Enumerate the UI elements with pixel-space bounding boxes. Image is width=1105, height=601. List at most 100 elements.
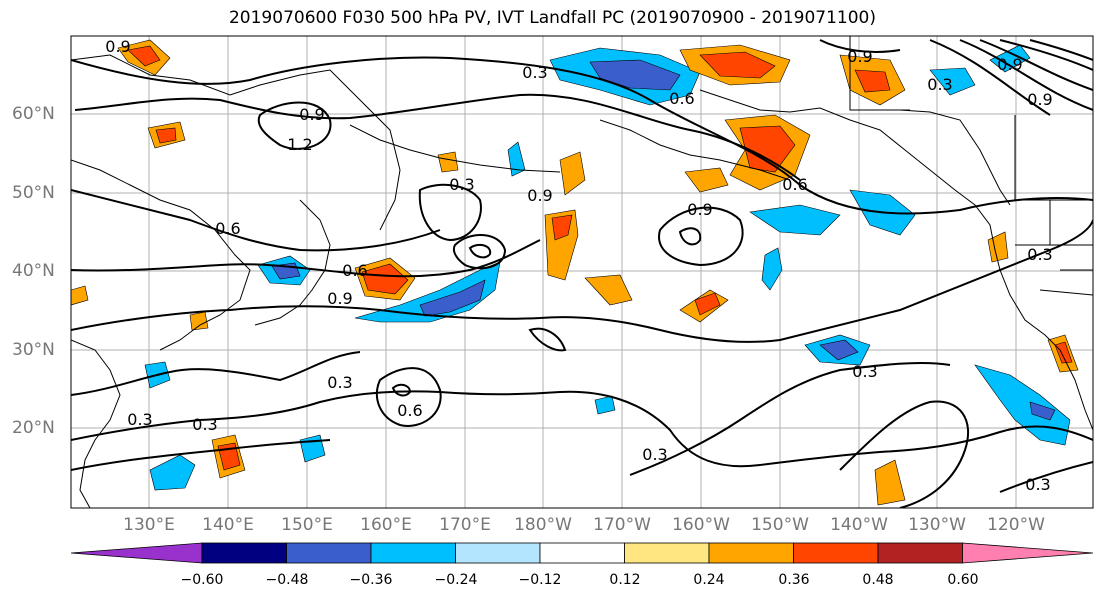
colorbar-extend-min	[70, 542, 203, 564]
contour-label: 0.6	[397, 401, 422, 420]
lat-label: 20°N	[12, 418, 55, 438]
lon-label: 160°W	[672, 515, 730, 535]
lon-label: 140°W	[830, 515, 888, 535]
lon-label: 170°W	[593, 515, 651, 535]
lon-label: 150°E	[281, 515, 333, 535]
colorbar-segment	[539, 542, 625, 564]
lon-label: 150°W	[751, 515, 809, 535]
contour-label: 0.3	[852, 362, 877, 381]
anomaly-negative	[507, 141, 526, 177]
anomaly-negative	[929, 67, 976, 96]
anomaly-negative	[299, 434, 326, 463]
contour-label: 0.3	[127, 410, 152, 429]
anomaly-negative	[761, 247, 783, 291]
contour-labels: 0.9 0.3 0.9 0.9 0.6 1.2 0.9 0.6 0.9 0.9 …	[105, 37, 1052, 494]
contour-label: 0.3	[522, 63, 547, 82]
anomaly-positive	[874, 459, 906, 506]
contour-label: 0.9	[299, 105, 324, 124]
lon-label: 130°E	[123, 515, 175, 535]
contour-label: 0.6	[669, 89, 694, 108]
colorbar-segment	[370, 542, 456, 564]
anomaly-positive	[437, 151, 459, 173]
contour-label: 0.3	[927, 75, 952, 94]
contour-label: 0.6	[215, 219, 240, 238]
lat-label: 50°N	[12, 183, 55, 203]
contour-label: 0.3	[327, 373, 352, 392]
colorbar-segment	[877, 542, 963, 564]
lon-label: 170°E	[439, 515, 491, 535]
contour-label: 0.9	[687, 200, 712, 219]
lon-label: 160°E	[360, 515, 412, 535]
anomaly-positive	[699, 51, 776, 79]
anomaly-positive	[127, 45, 161, 67]
contour-label: 0.6	[782, 175, 807, 194]
anomaly-negative	[819, 339, 859, 361]
contour-label: 0.3	[1025, 475, 1050, 494]
lat-label: 40°N	[12, 261, 55, 281]
colorbar-segment	[624, 542, 710, 564]
contour-label: 0.9	[105, 37, 130, 56]
anomaly-positive	[684, 167, 729, 193]
lon-label: 140°E	[202, 515, 254, 535]
colorbar-tick: 0.12	[609, 572, 641, 588]
contour-label: 0.3	[1027, 245, 1052, 264]
anomaly-positive	[71, 285, 89, 306]
colorbar-tick: −0.48	[265, 572, 309, 588]
anomaly-positive	[854, 69, 891, 93]
lat-label: 30°N	[12, 340, 55, 360]
contour-label: 0.3	[449, 175, 474, 194]
anomaly-positive	[694, 292, 721, 316]
anomaly-negative	[974, 364, 1071, 446]
contour-label: 0.9	[997, 55, 1022, 74]
anomaly-positive	[189, 311, 209, 331]
filled-anomalies	[71, 39, 1079, 506]
anomaly-positive	[987, 231, 1009, 263]
anomaly-positive	[155, 127, 177, 144]
colorbar-tick: −0.60	[180, 572, 224, 588]
colorbar-segment	[455, 542, 541, 564]
anomaly-negative	[354, 261, 501, 323]
colorbar-tick: 0.60	[947, 572, 979, 588]
pv-contours	[71, 39, 1093, 508]
anomaly-positive	[584, 274, 633, 306]
colorbar-segment	[286, 542, 372, 564]
contour-label: 1.2	[287, 135, 312, 154]
map-title: 2019070600 F030 500 hPa PV, IVT Landfall…	[228, 8, 876, 28]
colorbar-extend-max	[962, 542, 1094, 564]
contour-label: 0.6	[342, 261, 367, 280]
anomaly-positive	[1054, 341, 1073, 364]
anomaly-negative	[1029, 401, 1056, 421]
contour-label: 0.9	[527, 186, 552, 205]
colorbar-segment	[708, 542, 794, 564]
anomaly-negative	[419, 279, 486, 317]
anomaly-negative	[749, 204, 841, 236]
anomaly-positive	[361, 263, 409, 295]
lon-label: 120°W	[987, 515, 1045, 535]
colorbar-tick: 0.48	[862, 572, 894, 588]
contour-label: 0.9	[327, 289, 352, 308]
colorbar-segment	[793, 542, 879, 564]
anomaly-positive	[739, 125, 796, 173]
colorbar-tick: −0.12	[518, 572, 562, 588]
contour-label: 0.3	[192, 415, 217, 434]
lon-label: 130°W	[908, 515, 966, 535]
contour-label: 0.3	[642, 445, 667, 464]
anomaly-negative	[594, 395, 616, 415]
anomaly-negative	[989, 44, 1031, 73]
anomaly-negative	[589, 59, 681, 91]
anomaly-positive	[551, 214, 573, 241]
colorbar-tick: 0.24	[693, 572, 725, 588]
anomaly-positive	[559, 151, 586, 196]
coastlines	[71, 36, 1093, 508]
contour-label: 0.9	[1027, 90, 1052, 109]
contour-label: 0.9	[847, 47, 872, 66]
colorbar-tick: −0.24	[434, 572, 478, 588]
colorbar-tick: 0.36	[778, 572, 810, 588]
anomaly-negative	[149, 454, 196, 491]
colorbar-tick: −0.36	[349, 572, 393, 588]
lon-label: 180°W	[514, 515, 572, 535]
colorbar	[70, 542, 1094, 564]
colorbar-segment	[201, 542, 287, 564]
lat-label: 60°N	[12, 104, 55, 124]
